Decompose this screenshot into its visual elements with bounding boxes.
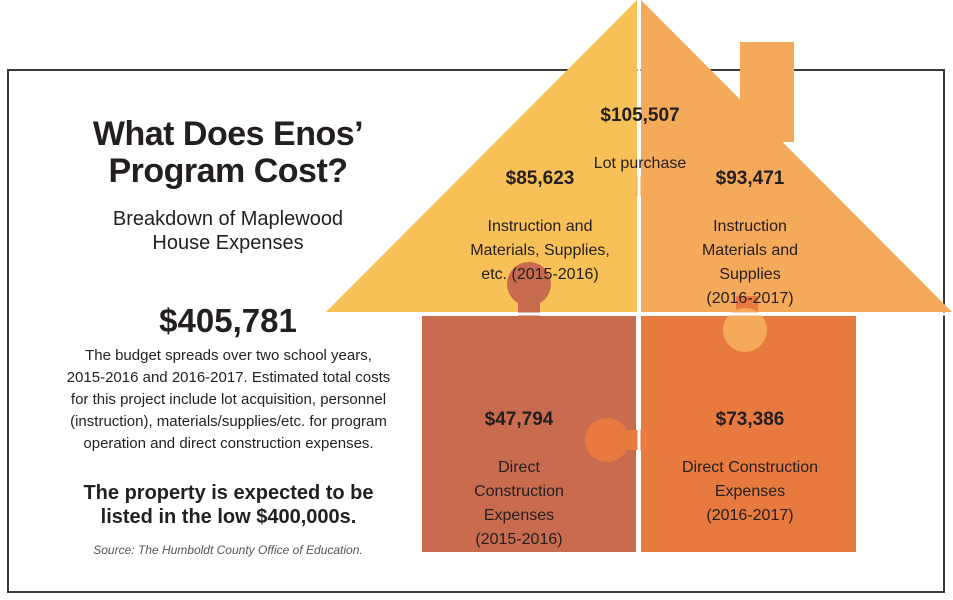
construction-2016-amount: $73,386 [715, 409, 785, 430]
instruction-2015-text: Instruction and Materials, Supplies, etc… [470, 218, 610, 283]
total-cost: $405,781 [159, 302, 297, 339]
wall-left-top-tab [507, 262, 551, 306]
instruction-2016-text: Instruction Materials and Supplies (2016… [701, 218, 799, 307]
construction-2016-label: $73,386 Direct Construction Expenses (20… [660, 384, 840, 528]
construction-2016-text: Direct Construction Expenses (2016-2017) [681, 459, 819, 524]
instruction-2016-amount: $93,471 [715, 168, 785, 189]
roof-puzzle-tab [644, 164, 688, 208]
source-credit: Source: The Humboldt County Office of Ed… [93, 543, 363, 557]
wall-right-notch [723, 308, 767, 352]
lot-purchase-label: $105,507 Lot purchase [560, 80, 720, 176]
instruction-2015-amount: $85,623 [505, 168, 575, 189]
page-title: What Does Enos’ Program Cost? [92, 115, 364, 190]
lot-purchase-amount: $105,507 [600, 105, 680, 126]
roof-right-piece [641, 0, 952, 312]
construction-2015-text: Direct Construction Expenses (2015-2016) [474, 459, 564, 548]
construction-2015-label: $47,794 Direct Construction Expenses (20… [444, 384, 594, 552]
listing-highlight: The property is expected to be listed in… [83, 482, 374, 528]
roof-left-piece [326, 0, 637, 312]
instruction-2016-label: $93,471 Instruction Materials and Suppli… [675, 143, 825, 311]
wall-right-piece [641, 316, 856, 552]
budget-description: The budget spreads over two school years… [66, 347, 391, 452]
construction-2015-amount: $47,794 [484, 409, 554, 430]
lot-purchase-text: Lot purchase [593, 155, 687, 172]
page-subtitle: Breakdown of Maplewood House Expenses [112, 208, 344, 254]
wall-right-side-tab [585, 418, 629, 462]
instruction-2015-label: $85,623 Instruction and Materials, Suppl… [455, 143, 625, 287]
wall-right-notch-neck [735, 310, 755, 324]
